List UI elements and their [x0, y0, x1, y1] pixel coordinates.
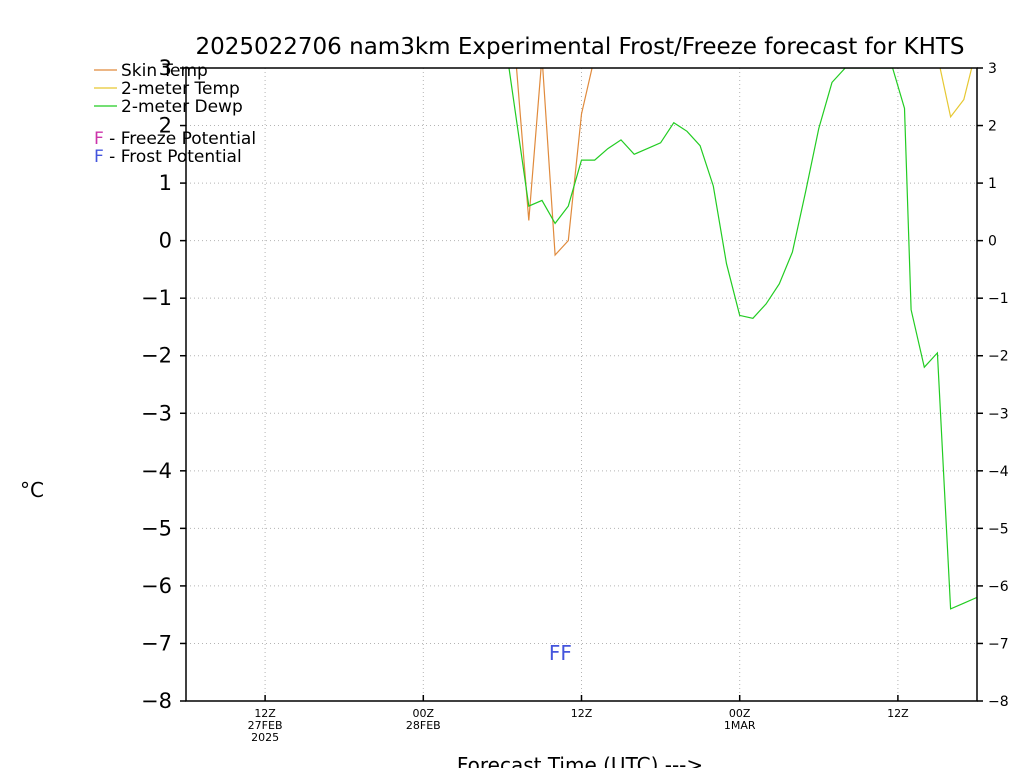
x-tick-label: 28FEB: [406, 719, 441, 732]
y-tick-label-right: −2: [988, 349, 1009, 365]
y-tick-label-left: 2: [159, 114, 172, 138]
y-tick-label-right: −8: [988, 694, 1009, 710]
y-tick-label-right: −3: [988, 406, 1009, 422]
legend-label: Skin Temp: [121, 61, 208, 81]
y-axis-right: −8 −7 −6 −5 −4 −3 −2 −1 0 1 2 3: [977, 61, 1009, 710]
potential-legend-label: F - Freeze Potential: [94, 129, 256, 149]
x-tick-label: 00Z: [729, 707, 751, 720]
y-tick-label-left: −5: [141, 516, 172, 540]
legend-label: 2-meter Dewp: [121, 97, 243, 117]
x-axis-label: Forecast Time (UTC) --->: [457, 753, 703, 768]
y-tick-label-left: −8: [141, 689, 172, 713]
y-tick-label-right: 3: [988, 61, 997, 77]
y-axis-label: °C: [20, 478, 44, 502]
x-tick-label: 2025: [251, 731, 279, 744]
y-tick-label-left: −2: [141, 344, 172, 368]
y-tick-label-left: −4: [141, 459, 172, 483]
x-tick-label: 12Z: [254, 707, 276, 720]
y-tick-label-right: 2: [988, 119, 997, 135]
x-tick-label: 1MAR: [724, 719, 756, 732]
y-tick-label-right: 1: [988, 176, 997, 192]
y-tick-label-right: −5: [988, 521, 1009, 537]
x-tick-label: 00Z: [413, 707, 435, 720]
y-tick-label-right: 0: [988, 234, 997, 250]
y-tick-label-left: −6: [141, 574, 172, 598]
chart-title: 2025022706 nam3km Experimental Frost/Fre…: [195, 34, 964, 60]
x-tick-label: 27FEB: [248, 719, 283, 732]
legend-label: 2-meter Temp: [121, 79, 240, 99]
series-line-skin-temp: [515, 68, 593, 257]
y-tick-label-left: −1: [141, 286, 172, 310]
y-tick-label-left: 1: [159, 171, 172, 195]
y-tick-label-left: −3: [141, 401, 172, 425]
y-tick-label-left: 3: [159, 56, 172, 80]
y-tick-label-left: 0: [159, 229, 172, 253]
y-tick-label-right: −7: [988, 636, 1009, 652]
x-tick-label: 12Z: [887, 707, 909, 720]
y-tick-label-right: −1: [988, 291, 1009, 307]
y-tick-label-right: −4: [988, 464, 1009, 480]
y-axis-left: −8 −7 −6 −5 −4 −3 −2 −1 0 1 2 3: [141, 56, 186, 713]
potential-markers: FF: [549, 641, 572, 665]
y-tick-label-right: −6: [988, 579, 1009, 595]
potential-legend-label: F - Frost Potential: [94, 147, 242, 167]
grid-lines: [186, 68, 977, 701]
series-group: [508, 68, 977, 610]
series-line-2-meter-dewp: [508, 68, 977, 610]
x-tick-label: 12Z: [571, 707, 593, 720]
frost-potential-marker: FF: [549, 641, 572, 665]
series-line-2-meter-temp: [939, 68, 973, 119]
y-tick-label-left: −7: [141, 631, 172, 655]
